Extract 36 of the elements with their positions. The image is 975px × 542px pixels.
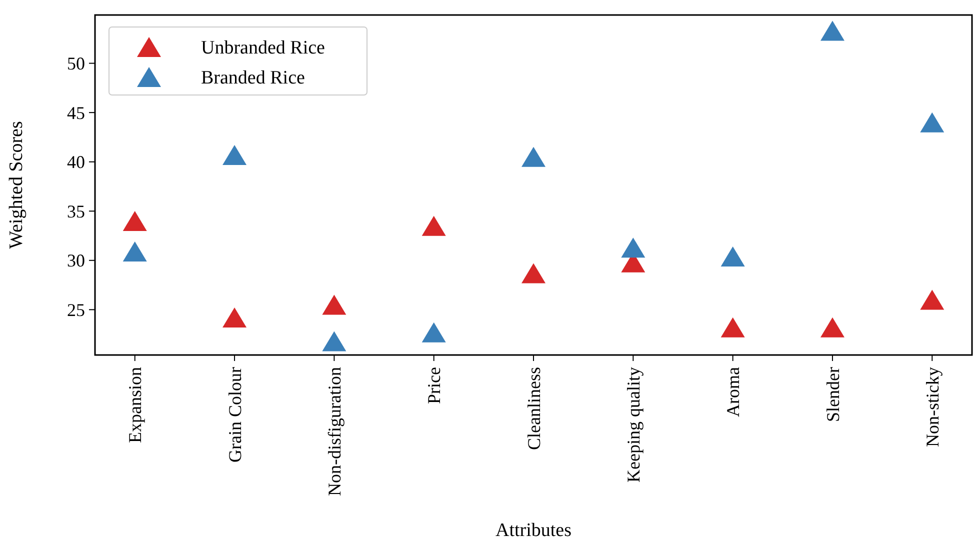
point — [820, 317, 844, 338]
x-tick-label: Non-disfiguration — [324, 367, 344, 496]
point — [422, 322, 446, 342]
y-tick-label: 35 — [67, 201, 85, 222]
point — [522, 146, 546, 167]
legend-label: Unbranded Rice — [201, 38, 325, 59]
x-tick-label: Slender — [822, 366, 843, 422]
point — [920, 290, 944, 310]
point — [522, 263, 546, 284]
point — [122, 242, 147, 262]
x-tick-label: Price — [424, 366, 444, 404]
point — [322, 294, 346, 315]
x-tick-label: Cleanliness — [524, 367, 544, 450]
x-tick-label: Grain Colour — [224, 366, 245, 462]
y-tick-label: 40 — [67, 152, 85, 172]
x-tick-label: Non-sticky — [922, 367, 942, 447]
point — [222, 308, 247, 328]
y-tick-label: 45 — [67, 102, 85, 123]
point — [621, 238, 646, 258]
point — [720, 246, 745, 266]
y-tick-label: 30 — [67, 250, 85, 271]
point — [720, 317, 745, 338]
point — [222, 144, 247, 165]
point — [920, 112, 944, 132]
point — [820, 20, 844, 41]
x-tick-label: Expansion — [125, 367, 146, 443]
y-tick-label: 50 — [67, 54, 85, 74]
point — [122, 210, 147, 231]
x-tick-label: Keeping quality — [623, 367, 644, 482]
legend-label: Branded Rice — [201, 68, 305, 89]
point — [422, 216, 446, 236]
y-axis-title: Weighted Scores — [6, 121, 27, 249]
y-tick-label: 25 — [67, 300, 85, 320]
x-tick-label: Aroma — [723, 366, 744, 417]
x-axis-title: Attributes — [496, 520, 572, 541]
point — [322, 331, 346, 352]
